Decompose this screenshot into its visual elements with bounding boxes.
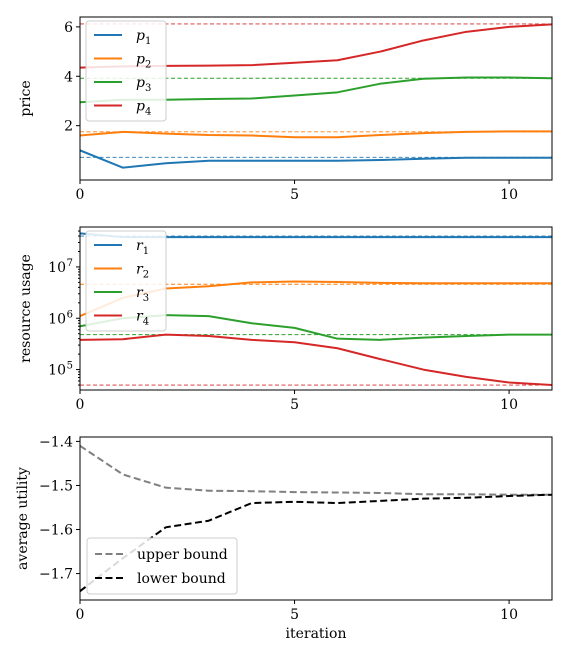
legend-box [85, 20, 167, 122]
y-tick-exponent: 7 [67, 258, 73, 269]
x-tick-label: 10 [500, 187, 518, 203]
y-tick-label: −1.7 [39, 567, 73, 583]
series-line-r4 [80, 333, 552, 387]
legend-subscript: 1 [145, 36, 151, 47]
y-tick-label: −1.4 [39, 434, 73, 450]
y-tick-label: 10 [48, 363, 66, 379]
series-line-lower-bound [80, 493, 552, 592]
y-tick-label: 2 [64, 119, 73, 135]
legend-subscript: 2 [143, 270, 149, 281]
plot-area [80, 444, 552, 592]
x-tick-label: 5 [290, 397, 299, 413]
x-tick-label: 0 [76, 187, 85, 203]
legend-subscript: 4 [143, 317, 149, 328]
axes-frame [79, 226, 553, 391]
series-line-p1 [80, 149, 552, 169]
legend-box [85, 230, 167, 332]
legend-subscript: 3 [143, 293, 149, 304]
axes-frame [79, 436, 553, 601]
y-tick-exponent: 5 [67, 361, 73, 372]
y-tick-label: 6 [64, 20, 73, 36]
x-tick-label: 0 [76, 397, 85, 413]
series-line-p2 [80, 130, 552, 139]
x-tick-label: 10 [500, 397, 518, 413]
y-tick-label: 10 [48, 260, 66, 276]
legend-label: lower bound [137, 571, 226, 587]
x-axis-label: iteration [286, 626, 347, 642]
y-tick-label: 4 [64, 69, 73, 85]
y-axis-label: average utility [15, 467, 31, 570]
legend-subscript: 4 [145, 107, 151, 118]
series-line-upper-bound [80, 444, 552, 496]
axes-frame [79, 16, 553, 181]
x-tick-label: 5 [290, 187, 299, 203]
y-axis-label: resource usage [18, 254, 34, 363]
x-tick-label: 0 [76, 607, 85, 623]
y-tick-label: −1.6 [39, 523, 73, 539]
x-tick-label: 10 [500, 607, 518, 623]
legend-subscript: 2 [145, 60, 151, 71]
x-tick-label: 5 [290, 607, 299, 623]
legend-subscript: 1 [143, 246, 149, 257]
panel-3: 0 5 10 −1.7 −1.6 −1.5 −1.4 average utility itera… [15, 434, 553, 642]
legend-label: upper bound [137, 547, 228, 563]
legend-subscript: 3 [145, 83, 151, 94]
y-tick-exponent: 6 [67, 309, 73, 320]
y-tick-label: 10 [48, 311, 66, 327]
y-tick-label: −1.5 [39, 478, 73, 494]
y-axis-label: price [18, 80, 34, 116]
legend: upper bound lower bound [86, 537, 238, 595]
legend-box [86, 537, 238, 595]
